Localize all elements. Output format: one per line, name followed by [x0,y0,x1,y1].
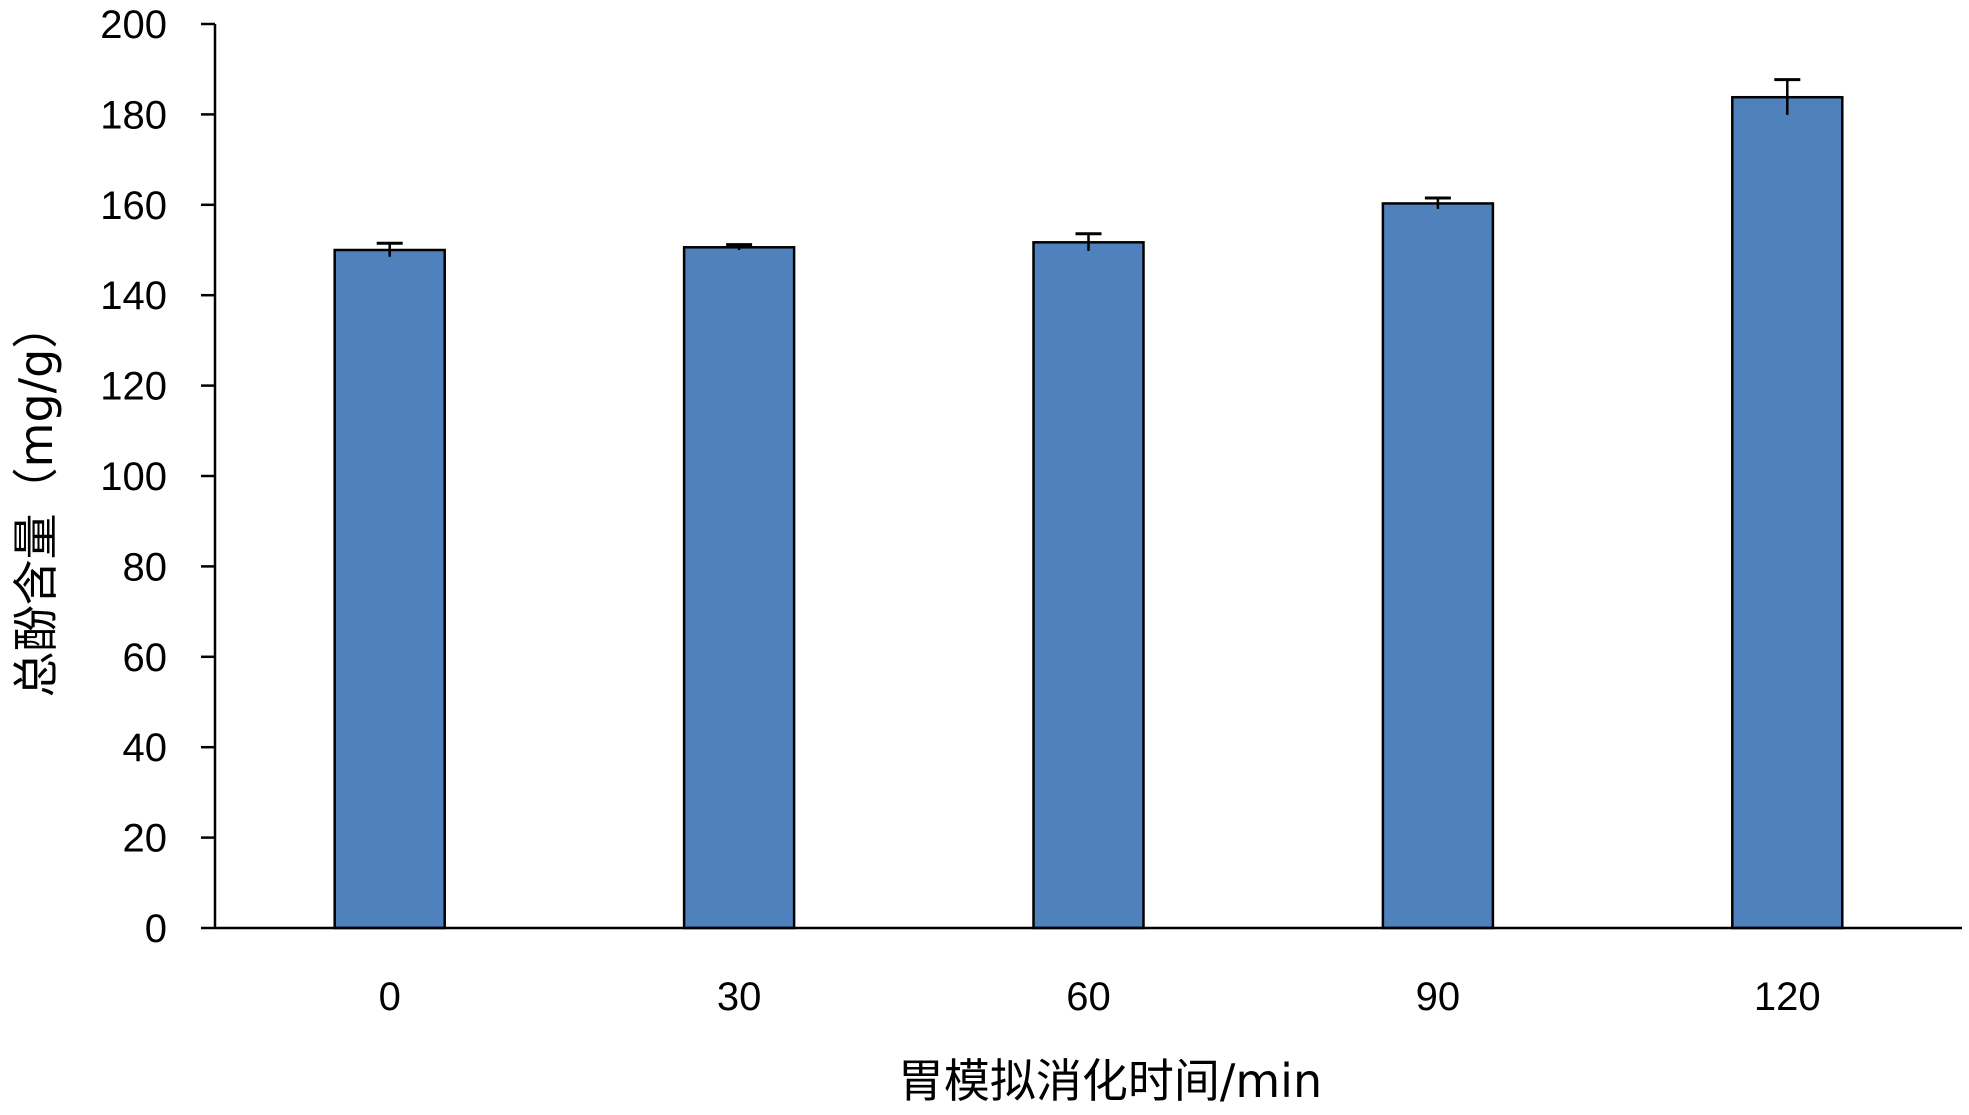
y-axis-title: 总酚含量（mg/g） [9,303,63,698]
bar-60 [1032,241,1145,930]
x-tick-labels: 0 30 60 90 120 [379,975,1821,1019]
x-tick-label: 120 [1754,975,1821,1019]
x-tick-label: 60 [1066,975,1111,1019]
x-tick-label: 0 [379,975,401,1019]
bar-30 [682,246,796,930]
y-tick-label: 80 [123,545,168,589]
y-tick-labels: 0 20 40 60 80 100 120 140 160 180 200 [100,3,167,951]
y-tick-label: 100 [100,455,167,499]
x-axis-title: 胃模拟消化时间/min [898,1054,1322,1108]
y-tick-label: 20 [123,817,168,861]
y-tick-label: 200 [100,3,167,47]
bar-120 [1731,95,1844,930]
bars [333,95,1844,930]
y-tick-label: 60 [123,636,168,680]
x-tick-label: 30 [717,975,762,1019]
y-tick-label: 120 [100,365,167,409]
axes [201,22,1962,930]
error-bars [376,78,1801,257]
y-tick-label: 160 [100,184,167,228]
y-tick-label: 0 [145,907,167,951]
y-tick-label: 40 [123,726,168,770]
x-tick-label: 90 [1416,975,1461,1019]
y-tick-label: 140 [100,274,167,318]
bar-0 [333,248,446,930]
bar-90 [1381,202,1495,930]
y-tick-label: 180 [100,93,167,137]
